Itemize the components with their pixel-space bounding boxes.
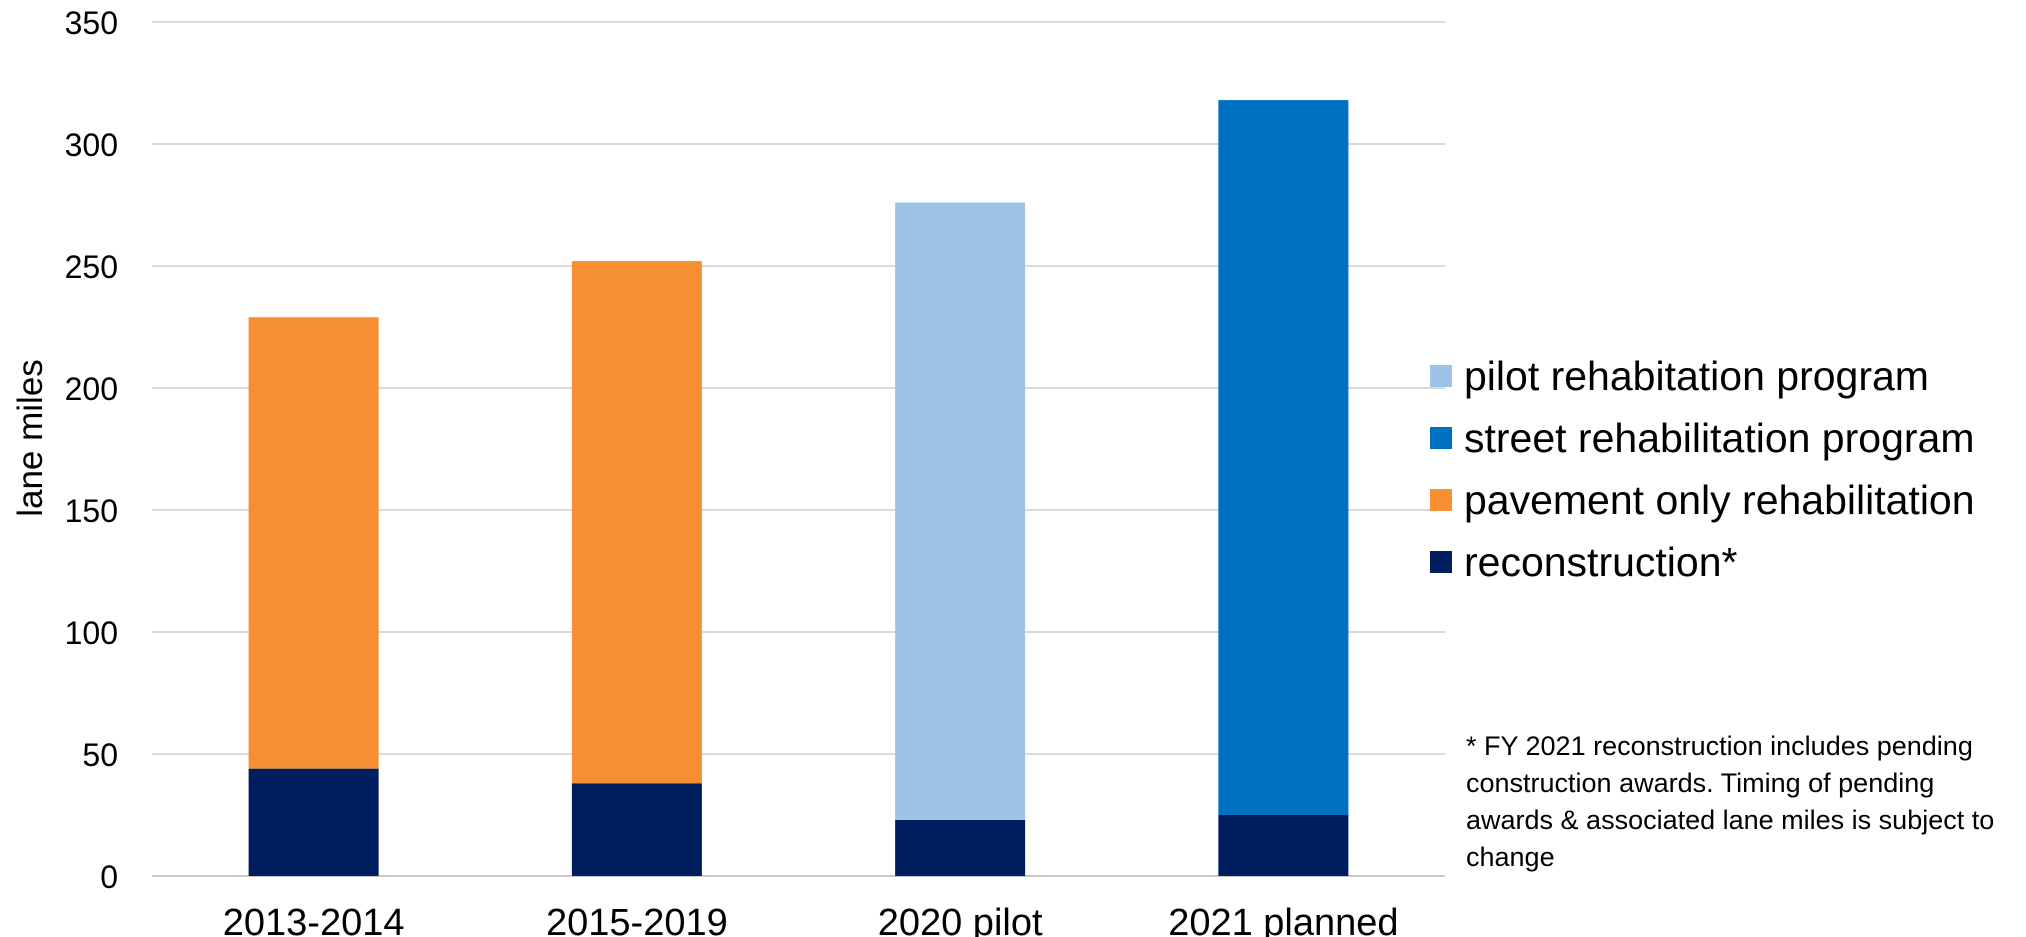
legend-item-street: street rehabilitation program (1430, 407, 1975, 469)
y-tick-label: 200 (65, 371, 118, 407)
legend-swatch (1430, 489, 1452, 511)
bar-segment (1218, 815, 1349, 876)
y-tick-label: 50 (82, 737, 118, 773)
x-axis-ticks: 2013-2014 2015-2019 2020 pilot 2021 planned (223, 902, 1399, 937)
legend-item-pavement: pavement only rehabilitation (1430, 469, 1975, 531)
bar-segment (1218, 100, 1349, 815)
bar-segment (571, 261, 702, 784)
legend-label: reconstruction* (1464, 538, 1738, 585)
legend-swatch (1430, 427, 1452, 449)
bar-segment (571, 783, 702, 876)
y-tick-label: 300 (65, 127, 118, 163)
bar-segment (248, 768, 379, 876)
footnote: * FY 2021 reconstruction includes pendin… (1466, 731, 1995, 872)
legend-swatch (1430, 551, 1452, 573)
y-tick-label: 100 (65, 615, 118, 651)
bar-segment (895, 202, 1026, 820)
x-tick-label: 2013-2014 (223, 902, 405, 937)
y-axis-ticks: 0 50 100 150 200 250 300 350 (65, 5, 118, 895)
legend-label: pilot rehabitation program (1464, 352, 1929, 399)
bar-segment (248, 317, 379, 769)
legend: pilot rehabitation program street rehabi… (1430, 345, 1975, 593)
legend-item-reconstruction: reconstruction* (1430, 531, 1975, 593)
y-tick-label: 350 (65, 5, 118, 41)
y-tick-label: 150 (65, 493, 118, 529)
x-tick-label: 2021 planned (1168, 902, 1398, 937)
legend-swatch (1430, 365, 1452, 387)
y-tick-label: 0 (100, 859, 118, 895)
bar-segment (895, 819, 1026, 876)
legend-label: pavement only rehabilitation (1464, 476, 1975, 523)
bars (248, 100, 1349, 876)
x-tick-label: 2015-2019 (546, 902, 728, 937)
legend-item-pilot: pilot rehabitation program (1430, 345, 1975, 407)
y-axis-label: lane miles (11, 359, 50, 517)
legend-label: street rehabilitation program (1464, 414, 1975, 461)
x-tick-label: 2020 pilot (878, 902, 1043, 937)
y-tick-label: 250 (65, 249, 118, 285)
